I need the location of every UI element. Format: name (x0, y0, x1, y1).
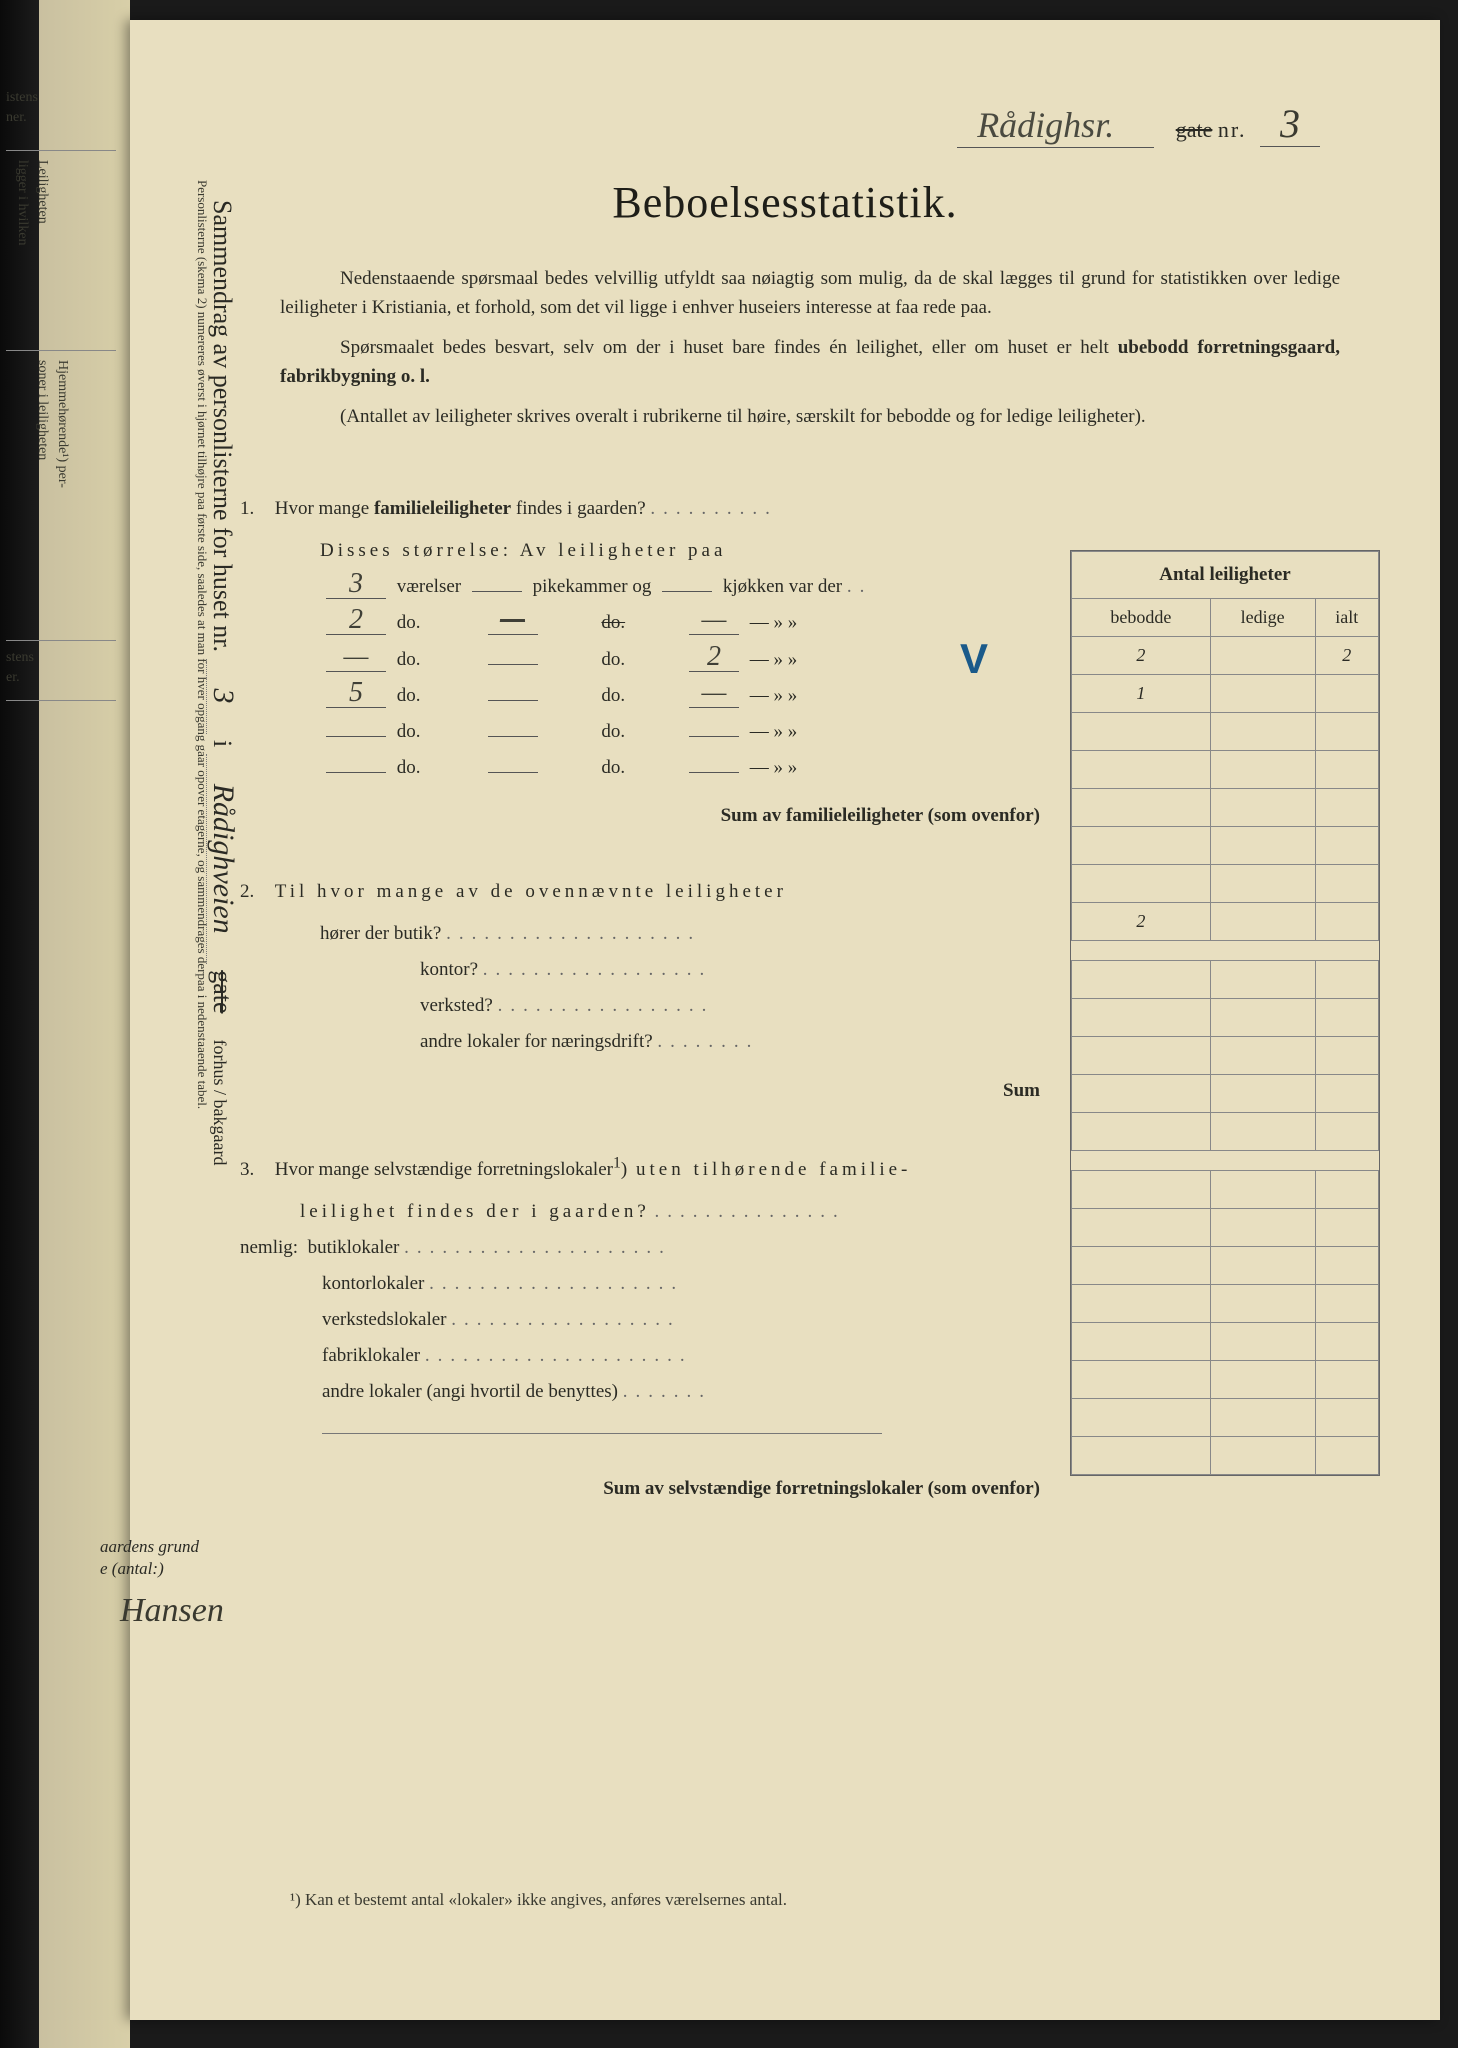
q1-row: do. do. — » » (240, 750, 1040, 786)
table-row (1072, 1113, 1379, 1151)
rot-title-a: Sammendrag av personlisterne for huset n… (208, 200, 237, 652)
table-row (1072, 865, 1379, 903)
table-row (1072, 1151, 1379, 1171)
table-row (1072, 1247, 1379, 1285)
blue-checkmark: V (960, 635, 988, 683)
table-row (1072, 1209, 1379, 1247)
table-row (1072, 999, 1379, 1037)
rot-forhus: forhus / bakgaard (210, 1040, 230, 1166)
question-1: 1. Hvor mange familieleiligheter findes … (240, 491, 1040, 527)
table-row (1072, 1075, 1379, 1113)
header-street-handwritten: Rådighsr. (957, 105, 1154, 148)
header-nr-value: 3 (1260, 101, 1320, 147)
q1-row: 2 do. — do. — — » » (240, 605, 1040, 641)
table-row (1072, 1361, 1379, 1399)
table-row (1072, 941, 1379, 961)
table-row (1072, 1037, 1379, 1075)
header-gate-label: gate (1176, 117, 1213, 142)
rot-gate-strike: gate (208, 970, 237, 1013)
table-row (1072, 1437, 1379, 1475)
frag-text: er. (6, 670, 20, 686)
table-row (1072, 1399, 1379, 1437)
q2-line: andre lokaler for næringsdrift? ........ (240, 1024, 1040, 1060)
page-title: Beboelsesstatistik. (190, 177, 1380, 228)
questions-body: 1. Hvor mange familieleiligheter findes … (240, 491, 1040, 1507)
q1-sub: Disses størrelse: Av leiligheter paa (240, 533, 1040, 569)
table-row (1072, 789, 1379, 827)
rotated-summary-title: Sammendrag av personlisterne for huset n… (206, 200, 240, 1165)
left-page-fragment: istens ner. Leiligheten ligger i hvilken… (0, 80, 120, 1780)
q3-line: verkstedslokaler .................. (240, 1302, 1040, 1338)
frag-text: Hjemmehørende¹) per- (54, 360, 70, 488)
q3-text: Hvor mange selvstændige forretningslokal… (275, 1159, 912, 1180)
header-nr-label: nr. (1218, 117, 1247, 142)
q3-sum: Sum av selvstændige forretningslokaler (… (240, 1471, 1040, 1507)
frag-text: stens (6, 650, 34, 666)
q3-line: fabriklokaler ..................... (240, 1338, 1040, 1374)
q1-row: 5 do. do. — — » » (240, 678, 1040, 714)
question-2: 2. Til hvor mange av de ovennævnte leili… (240, 874, 1040, 910)
intro-para-2: Spørsmaalet bedes besvart, selv om der i… (280, 333, 1340, 392)
col-ledige: ledige (1210, 599, 1315, 637)
q1-text: Hvor mange familieleiligheter findes i g… (275, 498, 778, 519)
q2-line: kontor? .................. (240, 952, 1040, 988)
table-row: 22 (1072, 637, 1379, 675)
left-grund-fragment: aardens grund e (antal:) (100, 1536, 199, 1580)
document-page: Personlisterne (skema 2) numereres øvers… (130, 20, 1440, 2020)
q2-line: verksted? ................. (240, 988, 1040, 1024)
frag-text: soner i leiligheten (34, 360, 50, 460)
header-line: Rådighsr. gate nr. 3 (190, 100, 1380, 147)
table-row (1072, 1171, 1379, 1209)
q2-line: hører der butik? .................... (240, 916, 1040, 952)
intro-para-3: (Antallet av leiligheter skrives overalt… (280, 402, 1340, 431)
table-row: 1 (1072, 675, 1379, 713)
q3-text-line2: leilighet findes der i gaarden? ........… (240, 1194, 1040, 1230)
question-3: 3. Hvor mange selvstændige forretningslo… (240, 1149, 1040, 1188)
rot-house-nr: 3 (206, 659, 240, 734)
q3-blank-line (240, 1411, 1040, 1447)
q3-line: kontorlokaler .................... (240, 1266, 1040, 1302)
table-row (1072, 961, 1379, 999)
q1-sum: Sum av familieleiligheter (som ovenfor) (240, 798, 1040, 834)
q3-nemlig: nemlig: butiklokaler ...................… (240, 1230, 1040, 1266)
rot-street-name: Rådighveien (206, 754, 240, 964)
table-row (1072, 751, 1379, 789)
frag-text: ner. (6, 110, 27, 126)
col-ialt: ialt (1315, 599, 1378, 637)
q1-row: — do. do. 2 — » » (240, 642, 1040, 678)
count-table: Antal leiligheter bebodde ledige ialt 22… (1070, 550, 1380, 1476)
intro-para-1: Nedenstaaende spørsmaal bedes velvillig … (280, 264, 1340, 323)
table-row (1072, 713, 1379, 751)
table-row (1072, 1285, 1379, 1323)
frag-text: ligger i hvilken (14, 160, 30, 246)
table-row (1072, 1323, 1379, 1361)
footnote: ¹) Kan et bestemt antal «lokaler» ikke a… (290, 1890, 787, 1910)
signature: Hansen (120, 1592, 224, 1630)
frag-text: Leiligheten (34, 160, 50, 224)
table-row: 2 (1072, 903, 1379, 941)
col-bebodde: bebodde (1072, 599, 1211, 637)
table-row (1072, 827, 1379, 865)
table-head: Antal leiligheter (1072, 552, 1379, 599)
rot-title-b: i (208, 740, 237, 747)
book-spine: istens ner. Leiligheten ligger i hvilken… (0, 0, 130, 2048)
frag-text: istens (6, 90, 38, 106)
q3-line: andre lokaler (angi hvortil de benyttes)… (240, 1374, 1040, 1410)
q1-row: 3 værelser pikekammer og kjøkken var der… (240, 569, 1040, 605)
q2-sum: Sum (240, 1073, 1040, 1109)
q1-row: do. do. — » » (240, 714, 1040, 750)
